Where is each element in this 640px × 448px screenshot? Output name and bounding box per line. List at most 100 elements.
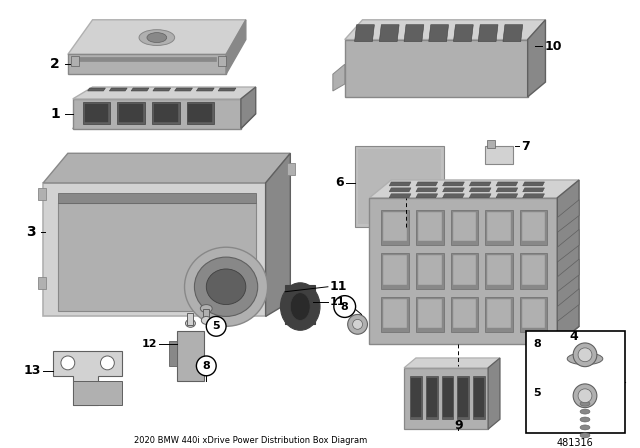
Ellipse shape (573, 384, 597, 408)
Bar (418, 255, 442, 285)
Bar (487, 140, 495, 148)
Polygon shape (429, 25, 449, 42)
Polygon shape (131, 88, 149, 91)
Ellipse shape (348, 314, 367, 334)
Polygon shape (496, 194, 518, 198)
Bar (451, 253, 478, 289)
Polygon shape (241, 87, 256, 129)
Ellipse shape (202, 316, 211, 324)
Bar (119, 104, 143, 121)
Text: 1: 1 (50, 107, 60, 121)
Text: 2020 BMW 440i xDrive Power Distribution Box Diagram: 2020 BMW 440i xDrive Power Distribution … (134, 435, 367, 444)
Ellipse shape (353, 319, 362, 329)
Polygon shape (443, 188, 465, 192)
Circle shape (334, 296, 356, 318)
Polygon shape (369, 180, 579, 198)
Bar (452, 299, 476, 328)
Polygon shape (53, 351, 122, 405)
Bar (485, 297, 513, 332)
Polygon shape (58, 202, 256, 311)
Bar (522, 299, 545, 328)
Polygon shape (73, 381, 122, 405)
Polygon shape (416, 188, 438, 192)
Polygon shape (404, 25, 424, 42)
Bar (411, 378, 421, 417)
Bar (525, 331, 625, 433)
Bar (485, 210, 513, 245)
Ellipse shape (567, 353, 603, 365)
Polygon shape (469, 188, 491, 192)
Ellipse shape (580, 401, 590, 406)
Bar (520, 210, 547, 245)
Bar (383, 211, 407, 241)
Polygon shape (503, 25, 523, 42)
Ellipse shape (580, 417, 590, 422)
Polygon shape (557, 289, 579, 321)
Text: 2: 2 (50, 57, 60, 71)
Polygon shape (196, 88, 214, 91)
Text: 12: 12 (141, 339, 157, 349)
Text: 5: 5 (534, 388, 541, 398)
Text: 4: 4 (569, 330, 578, 343)
Polygon shape (443, 182, 465, 186)
Bar (189, 104, 212, 121)
Bar (452, 211, 476, 241)
Polygon shape (469, 194, 491, 198)
Bar (169, 341, 177, 366)
Polygon shape (77, 57, 216, 61)
Bar (520, 253, 547, 289)
Bar (381, 210, 409, 245)
Polygon shape (557, 229, 579, 262)
Polygon shape (389, 188, 411, 192)
Bar (427, 378, 436, 417)
Polygon shape (454, 25, 473, 42)
Polygon shape (43, 153, 291, 183)
Ellipse shape (291, 293, 310, 320)
Polygon shape (557, 180, 579, 344)
Polygon shape (404, 358, 500, 368)
Bar (117, 102, 145, 124)
Polygon shape (389, 182, 411, 186)
Bar (416, 253, 444, 289)
Bar (38, 188, 46, 200)
Polygon shape (88, 88, 106, 91)
Text: 5: 5 (212, 321, 220, 332)
Bar (383, 299, 407, 328)
Polygon shape (68, 20, 246, 54)
Bar (487, 299, 511, 328)
Polygon shape (285, 285, 315, 324)
Polygon shape (557, 259, 579, 292)
Bar (218, 56, 226, 66)
Polygon shape (478, 25, 498, 42)
Ellipse shape (580, 409, 590, 414)
Bar (451, 210, 478, 245)
Polygon shape (527, 20, 545, 97)
Ellipse shape (200, 305, 212, 312)
Ellipse shape (580, 425, 590, 430)
Bar (381, 253, 409, 289)
Polygon shape (266, 153, 291, 316)
Bar (485, 253, 513, 289)
Bar (522, 255, 545, 285)
Bar (442, 376, 454, 419)
Polygon shape (58, 193, 256, 202)
Polygon shape (73, 99, 241, 129)
Polygon shape (404, 368, 488, 429)
Bar (381, 297, 409, 332)
Bar (418, 299, 442, 328)
Bar (416, 297, 444, 332)
Bar (458, 376, 469, 419)
Text: 8: 8 (202, 361, 210, 371)
Ellipse shape (100, 356, 115, 370)
Ellipse shape (580, 433, 590, 438)
Polygon shape (333, 64, 345, 91)
Bar (458, 378, 468, 417)
Text: 481316: 481316 (557, 438, 593, 448)
Text: 9: 9 (454, 419, 463, 432)
Circle shape (206, 316, 226, 336)
Polygon shape (380, 25, 399, 42)
Text: 3: 3 (26, 225, 36, 239)
Text: 11: 11 (330, 280, 348, 293)
Ellipse shape (206, 269, 246, 305)
Bar (38, 277, 46, 289)
